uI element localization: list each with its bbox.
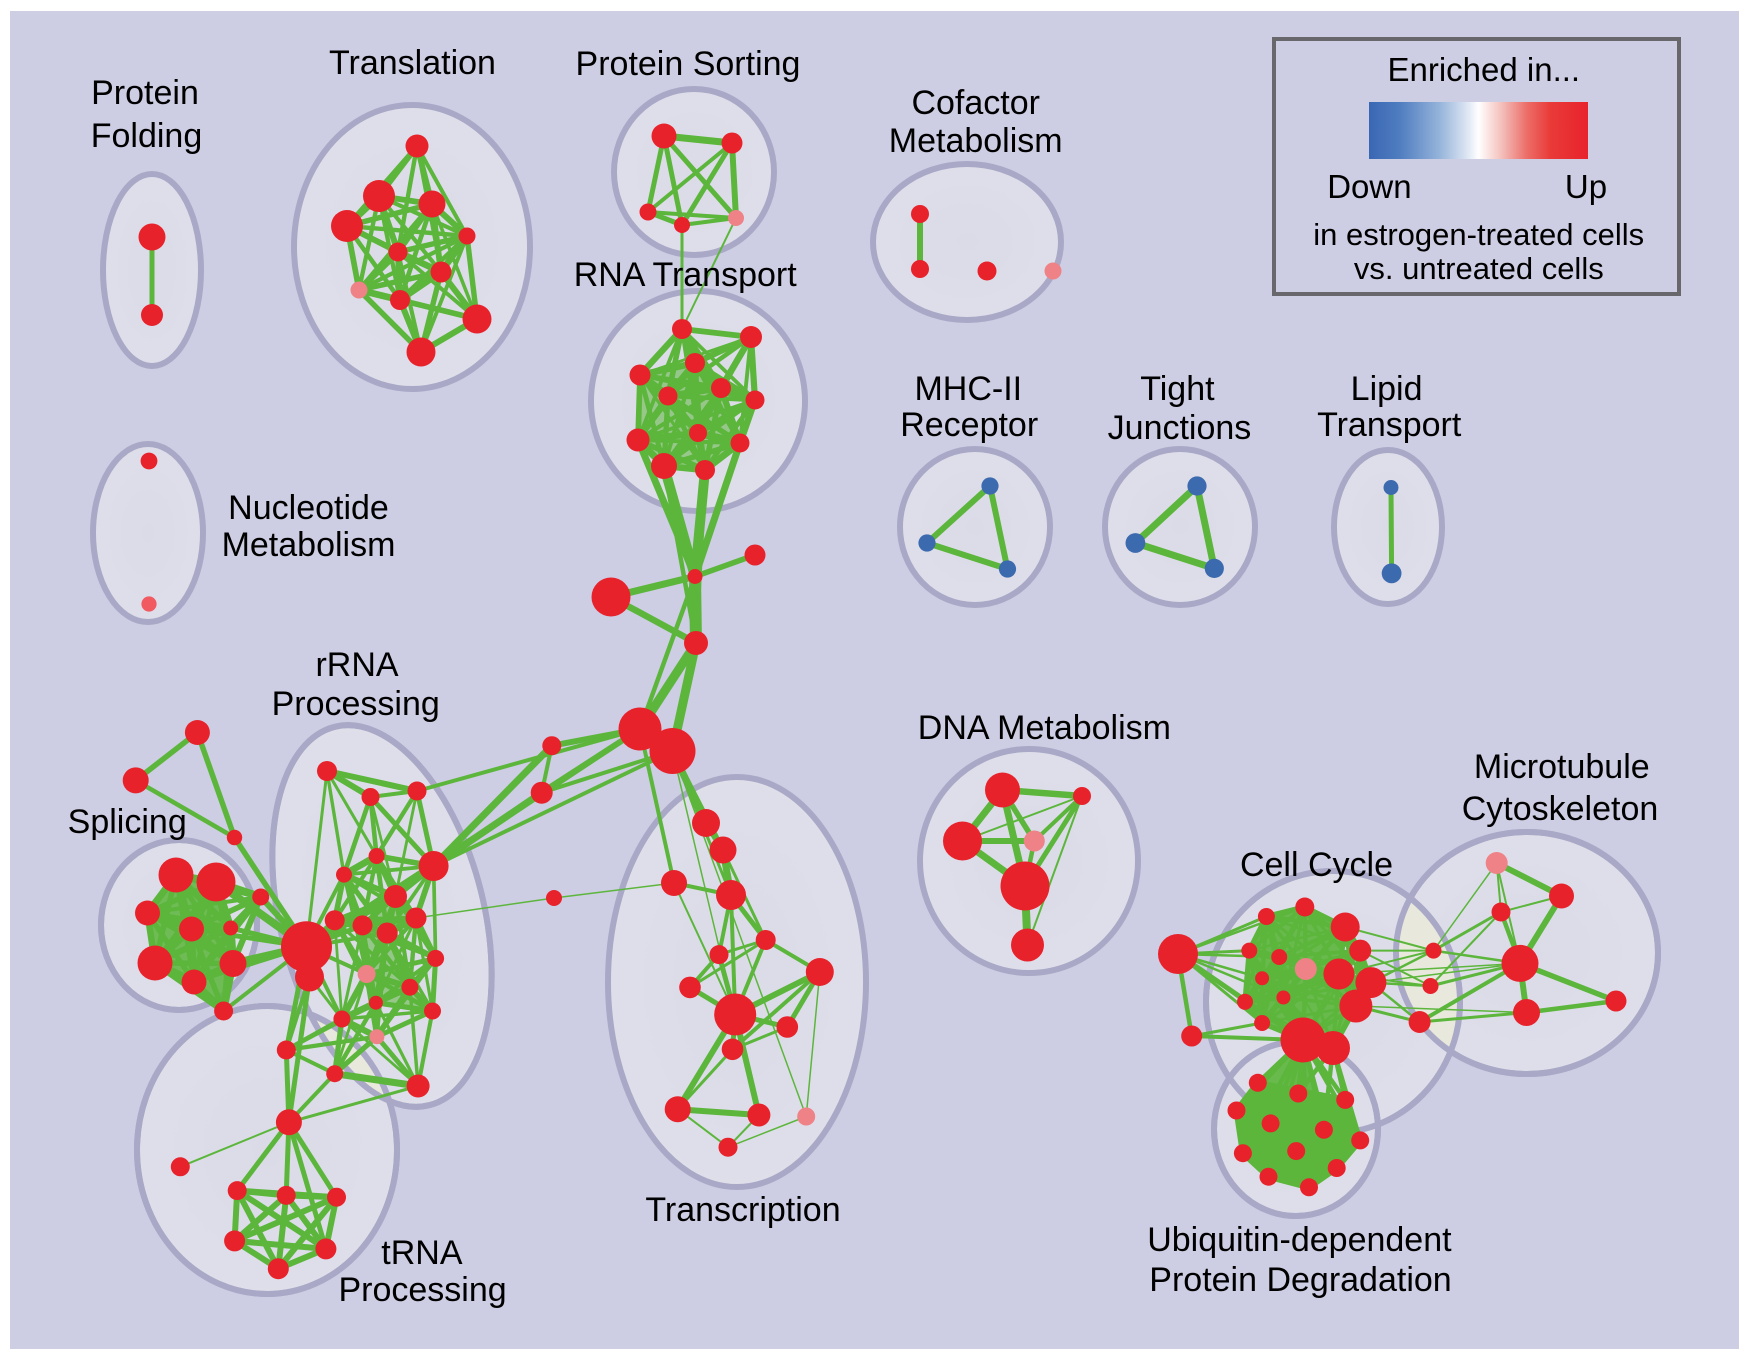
svg-text:MHC-II: MHC-II <box>914 370 1022 408</box>
svg-text:Transport: Transport <box>1317 406 1462 444</box>
svg-text:rRNA: rRNA <box>315 646 398 684</box>
svg-text:Splicing: Splicing <box>68 803 187 841</box>
svg-text:Translation: Translation <box>329 44 496 82</box>
svg-text:RNA Transport: RNA Transport <box>574 256 798 294</box>
svg-text:Lipid: Lipid <box>1351 370 1423 408</box>
svg-text:Ubiquitin-dependent: Ubiquitin-dependent <box>1147 1221 1452 1259</box>
svg-text:Junctions: Junctions <box>1108 409 1252 447</box>
svg-text:Metabolism: Metabolism <box>222 526 396 564</box>
svg-text:DNA Metabolism: DNA Metabolism <box>918 709 1171 747</box>
svg-text:Receptor: Receptor <box>900 406 1038 444</box>
svg-text:in estrogen-treated cells: in estrogen-treated cells <box>1313 217 1644 252</box>
svg-text:Folding: Folding <box>91 117 203 155</box>
svg-text:Cell Cycle: Cell Cycle <box>1240 846 1393 884</box>
svg-text:Cytoskeleton: Cytoskeleton <box>1462 790 1659 828</box>
svg-text:Processing: Processing <box>338 1271 506 1309</box>
svg-text:Protein: Protein <box>91 74 199 112</box>
svg-text:Protein Degradation: Protein Degradation <box>1149 1261 1451 1299</box>
svg-text:Enriched in...: Enriched in... <box>1387 51 1580 88</box>
svg-text:Up: Up <box>1565 168 1607 205</box>
svg-text:Nucleotide: Nucleotide <box>228 489 389 527</box>
svg-text:Transcription: Transcription <box>645 1191 840 1229</box>
svg-text:Microtubule: Microtubule <box>1474 748 1650 786</box>
svg-text:Tight: Tight <box>1140 370 1215 408</box>
svg-text:Down: Down <box>1327 168 1411 205</box>
svg-text:Cofactor: Cofactor <box>911 84 1040 122</box>
svg-text:tRNA: tRNA <box>381 1234 463 1272</box>
svg-text:vs. untreated cells: vs. untreated cells <box>1354 251 1604 286</box>
svg-text:Metabolism: Metabolism <box>889 122 1063 160</box>
svg-text:Processing: Processing <box>272 685 440 723</box>
svg-text:Protein Sorting: Protein Sorting <box>576 45 801 83</box>
